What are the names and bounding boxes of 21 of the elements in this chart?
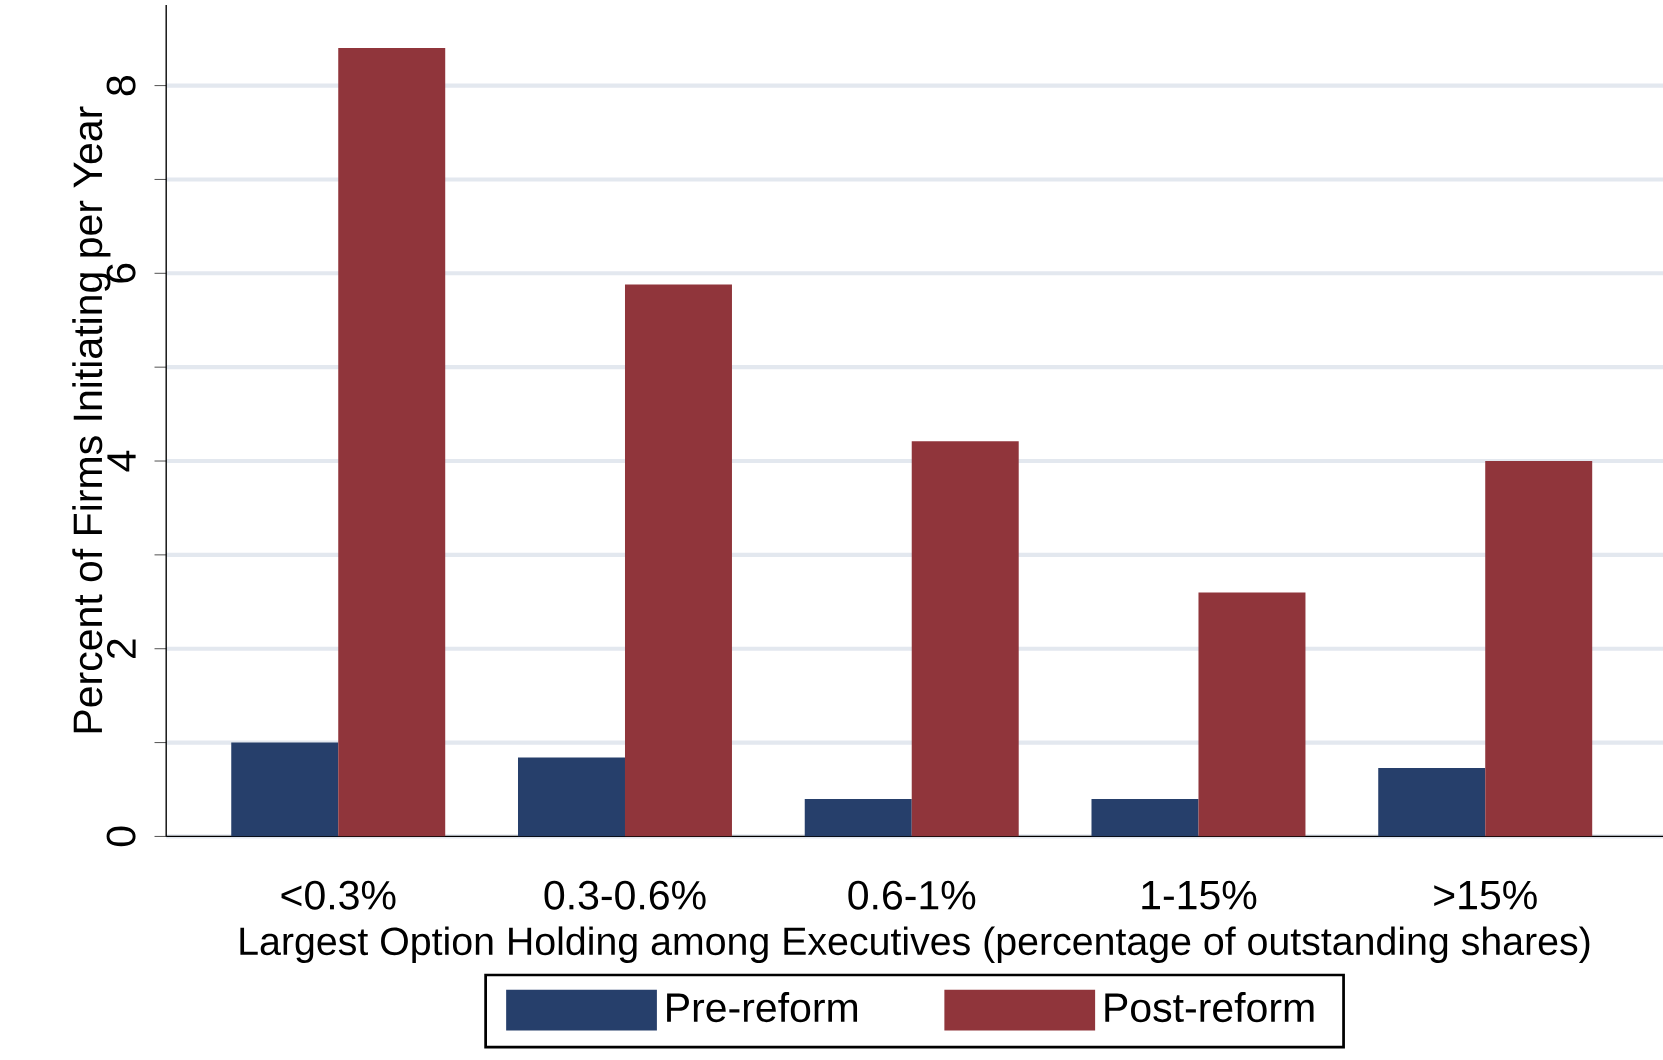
bar (231, 742, 339, 837)
x-tick-label: <0.3% (281, 880, 396, 910)
x-tick-label: 1-15% (1142, 880, 1257, 910)
x-axis-title: Largest Option Holding among Executives (percentage of outstanding shares) (240, 926, 1590, 963)
y-tick-label: 0 (106, 826, 136, 847)
bar (911, 441, 1019, 837)
x-tick-label: 0.3-0.6% (544, 880, 706, 910)
y-tick-label: 4 (107, 450, 136, 472)
bar (338, 47, 446, 837)
bar (804, 798, 912, 837)
bar (1091, 798, 1199, 837)
legend-label: Pre-reform (667, 992, 858, 1023)
bar (1378, 767, 1486, 837)
bar (624, 284, 732, 837)
bar (1485, 460, 1593, 837)
legend-label: Post-reform (1105, 992, 1314, 1023)
y-tick-label: 8 (106, 75, 136, 96)
x-tick-label: 0.6-1% (848, 880, 976, 910)
bar (518, 757, 625, 837)
x-tick-label: >15% (1434, 880, 1537, 910)
bar (1198, 592, 1306, 837)
